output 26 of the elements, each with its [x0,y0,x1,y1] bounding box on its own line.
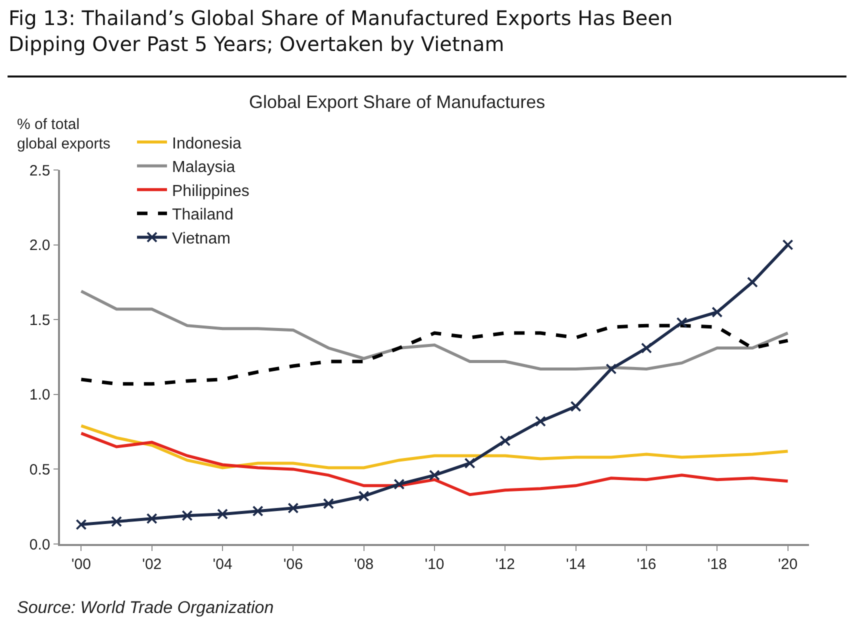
legend-label: Vietnam [172,230,230,248]
x-tick-label: '08 [354,556,374,573]
legend-label: Philippines [172,182,250,200]
source-note: Source: World Trade Organization [17,598,274,617]
y-tick-label: 1.0 [29,386,50,404]
x-tick-label: '04 [212,556,232,573]
x-tick-label: '12 [495,556,515,573]
x-tick-label: '00 [71,556,91,573]
x-tick-label: '16 [636,556,656,573]
x-tick-label: '20 [778,556,798,573]
legend-label: Malaysia [172,159,236,176]
x-tick-label: '10 [424,556,444,573]
y-tick-label: 0.0 [29,536,50,554]
y-tick-label: 2.0 [29,237,50,254]
y-tick-label: 2.5 [29,162,50,180]
x-tick-label: '18 [707,556,727,573]
legend-label: Thailand [172,206,234,224]
x-tick-label: '14 [566,556,586,573]
y-tick-label: 0.5 [29,461,50,478]
chart-title: Fig 13: Thailand’s Global Share of Manufactured Exports Has Been Dipping Over Past 5 Years; Overtaken by Vietnam [8,6,673,56]
legend-label: Indonesia [172,135,242,152]
y-axis-title: % of total global exports [17,116,110,152]
y-tick-label: 1.5 [29,312,50,329]
x-tick-label: '02 [142,556,162,573]
x-tick-label: '06 [283,556,303,573]
chart-subtitle: Global Export Share of Manufactures [249,92,546,112]
